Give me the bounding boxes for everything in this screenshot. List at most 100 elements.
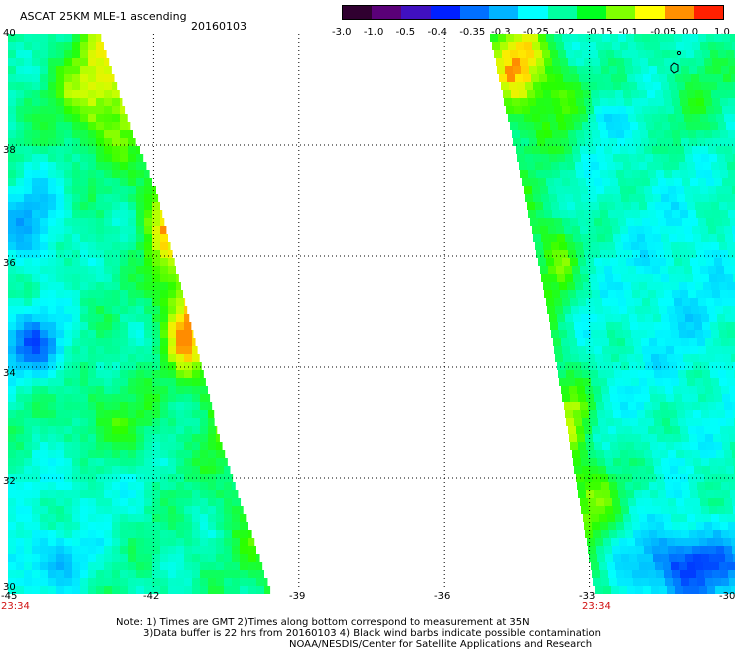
swath-cell — [544, 210, 552, 218]
swath-cell — [645, 362, 653, 370]
swath-cell — [56, 490, 64, 498]
swath-cell — [570, 298, 578, 306]
swath-cell — [721, 338, 729, 346]
swath-cell — [48, 330, 56, 338]
swath-cell — [128, 522, 136, 530]
swath-cell — [136, 578, 144, 586]
swath-cell — [668, 498, 676, 506]
swath-cell — [720, 170, 728, 178]
color-scale-tick-label: -0.35 — [459, 27, 486, 38]
swath-cell — [88, 514, 96, 522]
swath-cell — [535, 242, 543, 250]
swath-cell — [601, 530, 609, 538]
swath-cell — [176, 506, 184, 514]
swath-cell — [698, 178, 706, 186]
swath-cell — [56, 506, 64, 514]
swath-cell — [661, 362, 669, 370]
swath-cell — [184, 562, 192, 570]
swath-cell — [696, 210, 704, 218]
swath-cell — [104, 562, 112, 570]
swath-cell — [598, 370, 606, 378]
swath-cell — [667, 538, 675, 546]
swath-cell — [176, 514, 184, 522]
swath-cell — [638, 322, 646, 330]
swath-cell — [192, 506, 200, 514]
swath-cell — [136, 410, 144, 418]
swath-cell — [72, 498, 80, 506]
swath-cell — [616, 98, 624, 106]
swath-cell — [685, 506, 693, 514]
swath-cell — [8, 498, 16, 506]
swath-cell — [618, 442, 626, 450]
swath-cell — [643, 538, 651, 546]
swath-cell — [56, 106, 64, 114]
swath-cell — [653, 314, 661, 322]
swath-cell — [607, 90, 615, 98]
swath-cell — [611, 306, 619, 314]
swath-cell — [652, 450, 660, 458]
swath-cell — [24, 114, 32, 122]
swath-cell — [208, 546, 216, 554]
swath-cell — [160, 282, 168, 290]
swath-cell — [64, 34, 72, 42]
swath-cell — [561, 386, 569, 394]
swath-cell — [647, 282, 655, 290]
swath-cell — [16, 226, 24, 234]
swath-cell — [700, 546, 708, 554]
swath-cell — [604, 42, 612, 50]
swath-cell — [673, 66, 681, 74]
swath-cell — [32, 122, 40, 130]
swath-cell — [698, 34, 706, 42]
islet-outline — [676, 50, 682, 56]
swath-cell — [56, 282, 64, 290]
swath-cell — [649, 482, 657, 490]
swath-cell — [582, 370, 590, 378]
swath-cell — [128, 554, 136, 562]
swath-cell — [557, 314, 565, 322]
swath-cell — [628, 42, 636, 50]
swath-cell — [652, 498, 660, 506]
swath-cell — [160, 258, 168, 266]
swath-cell — [88, 426, 96, 434]
swath-cell — [686, 370, 694, 378]
swath-cell — [596, 42, 604, 50]
swath-cell — [80, 74, 88, 82]
swath-cell — [640, 130, 648, 138]
swath-cell — [40, 338, 48, 346]
swath-cell — [40, 586, 48, 594]
swath-cell — [136, 162, 144, 170]
swath-cell — [112, 218, 120, 226]
swath-cell — [56, 554, 64, 562]
swath-cell — [80, 362, 88, 370]
swath-cell — [24, 274, 32, 282]
swath-cell — [72, 74, 80, 82]
swath-cell — [618, 218, 626, 226]
swath-cell — [240, 586, 248, 594]
swath-cell — [64, 338, 72, 346]
swath-cell — [703, 282, 711, 290]
swath-cell — [72, 490, 80, 498]
swath-cell — [580, 42, 588, 50]
swath-cell — [40, 290, 48, 298]
swath-cell — [620, 498, 628, 506]
swath-cell — [718, 50, 726, 58]
swath-cell — [32, 570, 40, 578]
swath-cell — [717, 506, 725, 514]
swath-cell — [128, 506, 136, 514]
swath-cell — [600, 58, 608, 66]
swath-cell — [513, 138, 521, 146]
swath-cell — [80, 482, 88, 490]
swath-cell — [104, 274, 112, 282]
swath-cell — [216, 482, 224, 490]
swath-cell — [72, 98, 80, 106]
swath-cell — [689, 578, 697, 586]
swath-cell — [534, 122, 542, 130]
swath-cell — [200, 522, 208, 530]
swath-cell — [8, 210, 16, 218]
swath-cell — [120, 130, 128, 138]
swath-cell — [676, 114, 684, 122]
swath-cell — [677, 410, 685, 418]
swath-cell — [104, 138, 112, 146]
swath-cell — [120, 466, 128, 474]
swath-cell — [492, 42, 500, 50]
